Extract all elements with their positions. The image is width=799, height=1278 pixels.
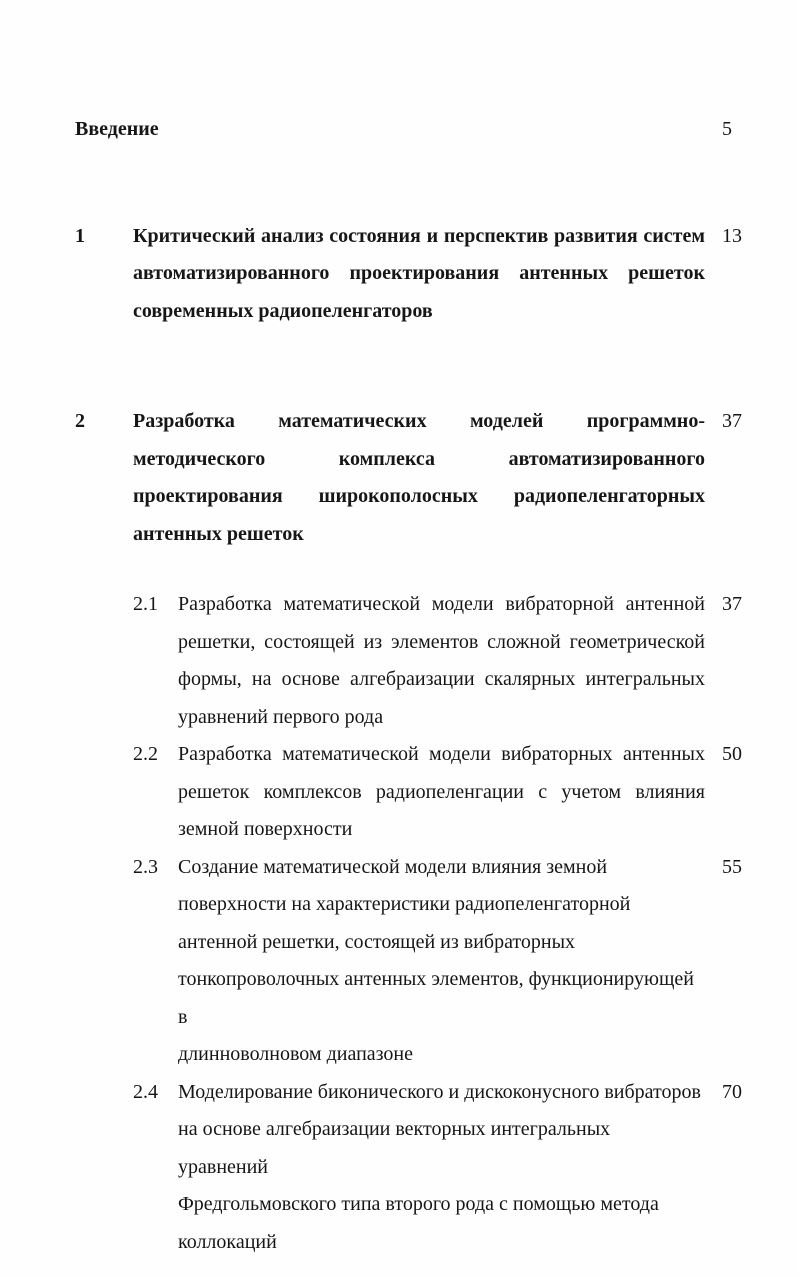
toc-entry-line: Создание математической модели влияния з…	[178, 855, 608, 878]
toc-entry-line: методического комплекса автоматизированн…	[133, 447, 705, 470]
toc-entry-line: Разработка математических моделей програ…	[133, 410, 705, 432]
toc-entry-number: 2.3	[133, 855, 158, 878]
toc-entry-number: 2.2	[133, 743, 158, 765]
toc-list: Введение 5 1 Критический анализ состояния и…	[0, 111, 799, 1261]
toc-entry-line: современных радиопеленгаторов	[133, 299, 433, 322]
toc-entry-line: Критический анализ состояния и перспекти…	[133, 224, 705, 247]
toc-entry-line: тонкопроволочных антенных элементов, фун…	[178, 968, 694, 1028]
toc-entry-page-number: 5	[722, 118, 732, 140]
toc-entry-line: антенных решеток	[133, 522, 304, 545]
toc-entry-title: Разработка математических моделей програ…	[133, 403, 705, 553]
toc-entry: 2 Разработка математических моделей прогр…	[0, 403, 799, 553]
toc-entry: Введение 5	[0, 111, 799, 149]
toc-entry-page-number: 70	[722, 1080, 742, 1103]
toc-entry: 2.3 Создание математической модели влияни…	[0, 849, 799, 1074]
toc-entry-number: 2	[75, 410, 85, 432]
toc-entry-line: на основе алгебраизации векторных интегр…	[178, 1118, 611, 1178]
toc-entry-line: Разработка математической модели вибрато…	[178, 743, 705, 765]
toc-entry-line: решеток комплексов радиопеленгации с уче…	[178, 780, 705, 803]
toc-entry-title: Разработка математической модели вибрато…	[178, 586, 705, 736]
toc-entry: 2.1 Разработка математической модели вибр…	[0, 586, 799, 736]
toc-entry-line: Введение	[75, 118, 159, 140]
toc-entry-line: длинноволновом диапазоне	[178, 1043, 414, 1065]
toc-entry-page-number: 50	[722, 743, 742, 765]
toc-entry: 2.4 Моделирование биконического и дискоко…	[0, 1074, 799, 1262]
toc-entry-line: проектирования широкополосных радиопелен…	[133, 485, 705, 507]
toc-entry-title: Критический анализ состояния и перспекти…	[133, 218, 705, 331]
toc-entry-line: антенной решетки, состоящей из вибраторн…	[178, 930, 576, 953]
toc-entry-page-number: 37	[722, 593, 742, 615]
toc-entry-title: Моделирование биконического и дискоконус…	[178, 1074, 705, 1262]
toc-entry-line: земной поверхности	[178, 818, 353, 840]
toc-entry-line: уравнений первого рода	[178, 705, 384, 728]
toc-entry-number: 1	[75, 224, 85, 247]
toc-entry-title: Введение	[75, 111, 705, 149]
toc-entry: 2.2 Разработка математической модели вибр…	[0, 736, 799, 849]
toc-entry-number: 2.1	[133, 593, 158, 615]
toc-entry-line: решетки, состоящей из элементов сложной …	[178, 630, 705, 653]
toc-entry-page-number: 37	[722, 410, 742, 432]
toc-entry-number: 2.4	[133, 1080, 158, 1103]
toc-entry-line: Моделирование биконического и дискоконус…	[178, 1080, 701, 1103]
toc-entry-title: Создание математической модели влияния з…	[178, 849, 705, 1074]
toc-entry-line: Разработка математической модели вибрато…	[178, 593, 705, 615]
toc-entry-line: формы, на основе алгебраизации скалярных…	[178, 668, 705, 690]
toc-entry-line: автоматизированного проектирования антен…	[133, 262, 705, 284]
toc-entry-page-number: 55	[722, 855, 742, 878]
toc-entry-line: коллокаций	[178, 1230, 277, 1253]
toc-entry-line: поверхности на характеристики радиопелен…	[178, 893, 631, 915]
toc-entry-line: Фредгольмовского типа второго рода с пом…	[178, 1193, 659, 1215]
toc-entry-page-number: 13	[722, 224, 742, 247]
toc-entry: 1 Критический анализ состояния и перспект…	[0, 218, 799, 331]
toc-entry-title: Разработка математической модели вибрато…	[178, 736, 705, 849]
